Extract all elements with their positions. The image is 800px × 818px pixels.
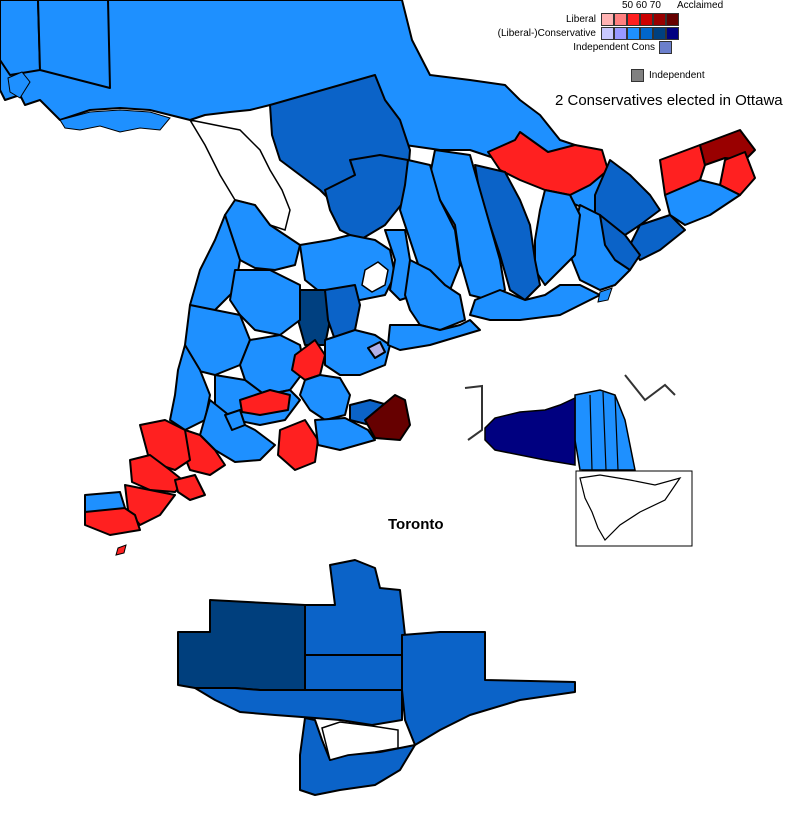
inset-ridings [589, 391, 619, 471]
lake-simcoe [361, 261, 389, 293]
riding-glengarry [719, 151, 756, 196]
toronto-york-n [304, 559, 406, 656]
liberal-swatch [666, 13, 679, 26]
legend-header-numbers: 50 60 70 [622, 0, 661, 11]
toronto-inset [177, 559, 576, 796]
riding-ontario [387, 319, 481, 351]
conservative-swatch [614, 27, 627, 40]
southern-ontario [84, 199, 481, 556]
liberal-swatch [614, 13, 627, 26]
liberal-swatch [653, 13, 666, 26]
independent-swatch [631, 69, 644, 82]
legend-label-conservative: (Liberal-)Conservative [497, 28, 596, 39]
riding-york-small [367, 341, 386, 359]
riding-peterborough [404, 259, 466, 331]
riding-york [324, 329, 391, 376]
riding-welland [364, 394, 411, 441]
ottawa-note: 2 Conservatives elected in Ottawa [555, 92, 783, 109]
toronto-east [401, 631, 576, 746]
riding-hastings-s [469, 284, 601, 321]
toronto-harbour [299, 717, 416, 796]
toronto-centre [194, 687, 403, 726]
liberal-swatch [640, 13, 653, 26]
island-small [7, 71, 31, 99]
conservative-swatch [627, 27, 640, 40]
independent-cons-swatch [659, 41, 672, 54]
conservative-swatch [601, 27, 614, 40]
riding-kent-e [174, 474, 206, 501]
ottawa-river-shore [188, 118, 291, 231]
legend-header-acclaimed: Acclaimed [677, 0, 724, 11]
conservative-swatch [640, 27, 653, 40]
toronto-inset-title: Toronto [388, 516, 444, 533]
toronto-west [304, 654, 403, 691]
riding-brant [239, 389, 291, 416]
riding-ottawa-area [594, 159, 661, 236]
inset-frame [575, 470, 693, 547]
conservative-swatch [666, 27, 679, 40]
riding-north-west [0, 0, 41, 76]
pelee-island [115, 544, 127, 556]
toronto-island [321, 721, 399, 761]
legend-label-independent: Independent [649, 70, 705, 81]
inset-land-navy [484, 396, 576, 466]
riding-haldimand [314, 417, 376, 451]
northern-ontario [0, 0, 621, 241]
georgian-bay-islands [59, 109, 171, 133]
island-cornwall [597, 287, 613, 303]
eastern-ontario [399, 129, 756, 321]
legend-label-liberal: Liberal [565, 14, 596, 25]
liberal-swatch [601, 13, 614, 26]
inset-outline-map [579, 474, 682, 541]
riding-norfolk [277, 419, 319, 471]
conservative-swatch [653, 27, 666, 40]
riding-windsor [84, 491, 126, 513]
riding-lanark [534, 189, 581, 286]
riding-leeds [599, 214, 641, 271]
toronto-york-w [177, 599, 306, 691]
riding-north-west2 [37, 0, 111, 89]
liberal-swatch [627, 13, 640, 26]
ottawa-inset [464, 374, 693, 547]
riding-wentworth [299, 374, 351, 421]
riding-london [224, 409, 246, 431]
legend-label-independent-cons: Independent Cons [573, 42, 655, 53]
